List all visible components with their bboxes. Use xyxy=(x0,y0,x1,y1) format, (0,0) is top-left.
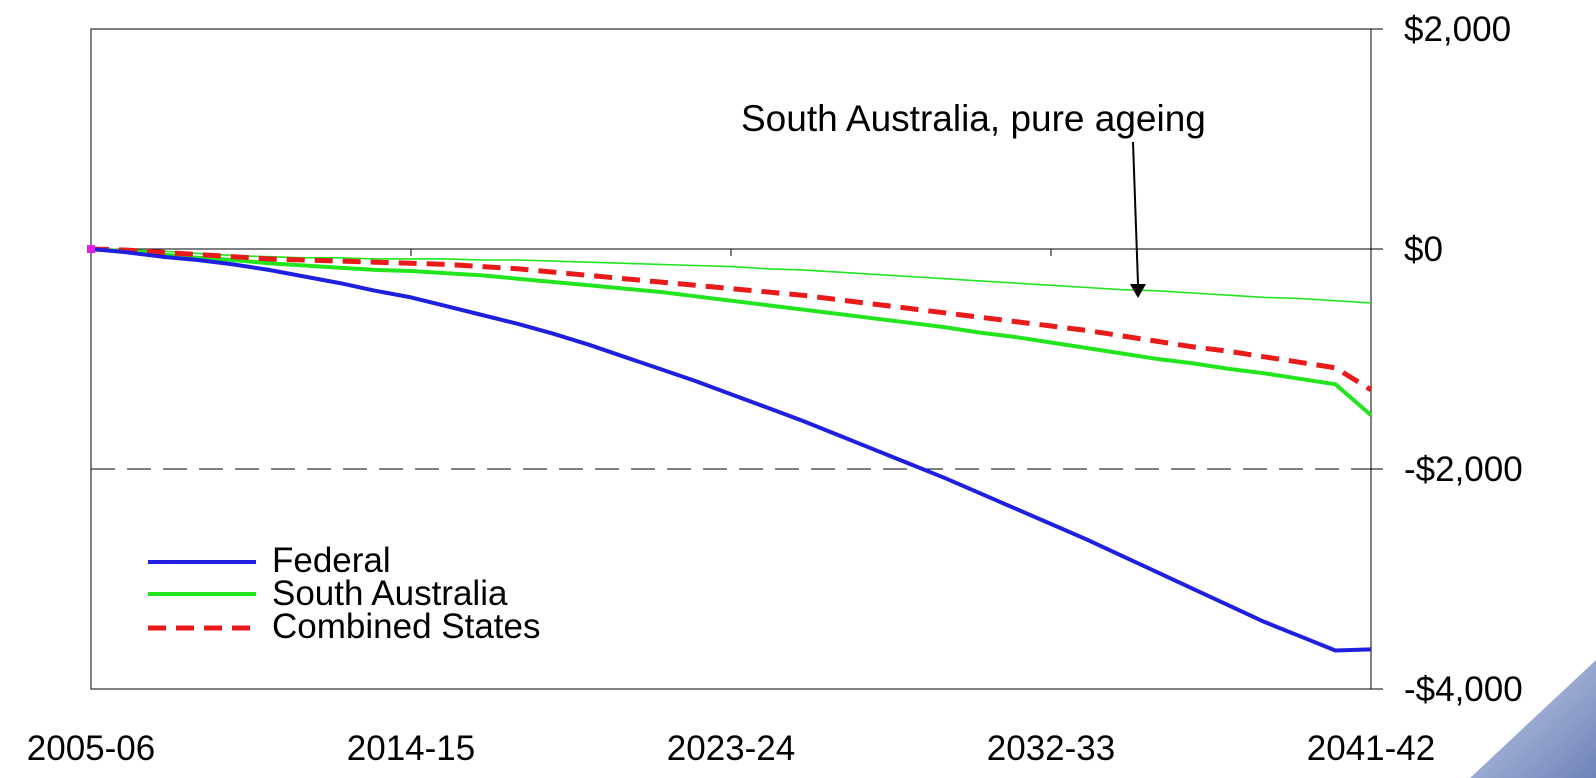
x-tick-label: 2032-33 xyxy=(987,729,1115,768)
legend-label-combined-states: Combined States xyxy=(272,607,540,646)
annotation-text: South Australia, pure ageing xyxy=(741,98,1206,139)
series-line-combined-states xyxy=(90,246,1373,392)
series-line-south-australia xyxy=(90,247,1373,417)
y-tick-label: -$4,000 xyxy=(1404,670,1523,709)
x-tick-label: 2014-15 xyxy=(347,729,475,768)
legend-label-federal: Federal xyxy=(272,541,391,580)
annotation: South Australia, pure ageing xyxy=(741,98,1206,298)
y-tick-label: $2,000 xyxy=(1404,10,1511,49)
series-layer xyxy=(87,245,1373,653)
annotation-arrow-line xyxy=(1132,141,1139,285)
series-line-federal xyxy=(90,247,1372,653)
tick-label-layer: 2005-06 2014-15 2023-24 2032-33 2041-42 $2,00… xyxy=(27,10,1523,768)
annotation-arrow-head xyxy=(1130,284,1146,298)
x-tick-label: 2005-06 xyxy=(27,729,155,768)
y-tick-label: -$2,000 xyxy=(1404,450,1523,489)
x-tick-label: 2023-24 xyxy=(667,729,795,768)
legend-label-south-australia: South Australia xyxy=(272,574,508,613)
origin-marker xyxy=(87,245,95,253)
x-tick-label: 2041-42 xyxy=(1307,729,1435,768)
y-tick-label: $0 xyxy=(1404,230,1443,269)
axis-layer xyxy=(90,28,1383,690)
corner-accent xyxy=(1470,660,1596,778)
legend: Federal South Australia Combined States xyxy=(148,541,540,646)
